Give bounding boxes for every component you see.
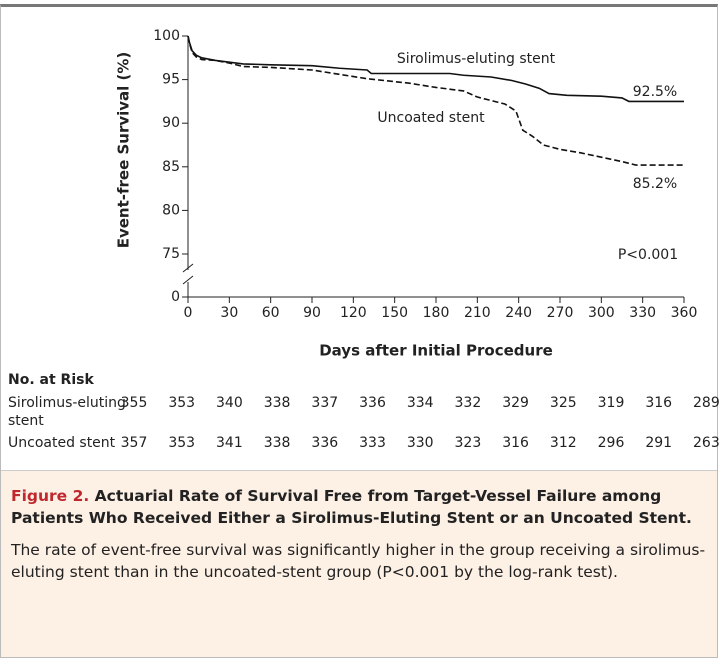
risk-count: 336 — [311, 435, 339, 451]
x-tick-label: 30 — [220, 305, 238, 321]
annotation: 92.5% — [633, 84, 677, 100]
x-tick-label: 360 — [671, 305, 698, 321]
x-tick-label: 300 — [588, 305, 615, 321]
risk-count: 338 — [263, 395, 291, 411]
y-tick-label: 85 — [162, 159, 180, 175]
risk-count: 336 — [359, 395, 386, 411]
risk-count: 319 — [597, 395, 625, 411]
survival-curve — [187, 35, 684, 166]
x-tick-label: 150 — [381, 305, 408, 321]
risk-count: 291 — [645, 435, 673, 451]
risk-count: 263 — [693, 435, 720, 451]
caption-title-block: Figure 2. Actuarial Rate of Survival Fre… — [11, 485, 707, 529]
risk-row-label: Uncoated stent — [8, 435, 116, 451]
risk-count: 340 — [216, 395, 243, 411]
chart: Event-free Survival (%) Days after Initi… — [115, 28, 698, 360]
series-label: Sirolimus-eluting stent — [397, 51, 556, 67]
risk-count: 333 — [359, 435, 386, 451]
x-axis-label: Days after Initial Procedure — [319, 342, 553, 360]
x-tick-label: 210 — [464, 305, 491, 321]
risk-count: 353 — [168, 395, 196, 411]
x-tick-label: 90 — [303, 305, 321, 321]
x-tick-label: 240 — [505, 305, 532, 321]
risk-count: 337 — [311, 395, 339, 411]
x-tick-label: 180 — [423, 305, 450, 321]
figure-label: Figure 2. — [11, 487, 90, 505]
risk-count: 338 — [263, 435, 291, 451]
axis-break — [182, 263, 194, 273]
caption-text: The rate of event-free survival was sign… — [11, 541, 706, 581]
annotation: 85.2% — [633, 176, 677, 192]
caption: Figure 2. Actuarial Rate of Survival Fre… — [1, 470, 717, 657]
risk-count: 355 — [120, 395, 148, 411]
risk-count: 325 — [549, 395, 577, 411]
y-axis-label: Event-free Survival (%) — [115, 52, 133, 249]
frame — [0, 4, 718, 658]
risk-count: 316 — [502, 435, 529, 451]
risk-count: 330 — [406, 435, 434, 451]
risk-title: No. at Risk — [8, 372, 94, 388]
series-label: Uncoated stent — [377, 110, 485, 126]
risk-count: 312 — [549, 435, 577, 451]
risk-count: 323 — [454, 435, 482, 451]
y-tick-label: 95 — [162, 72, 180, 88]
risk-count: 316 — [645, 395, 673, 411]
axis-break — [182, 275, 194, 285]
x-tick-label: 0 — [184, 305, 193, 321]
y-tick-label: 80 — [162, 202, 180, 218]
figure-title: Actuarial Rate of Survival Free from Tar… — [11, 487, 692, 527]
x-tick-label: 60 — [262, 305, 280, 321]
y-tick-label: 100 — [153, 28, 180, 44]
risk-count: 353 — [168, 435, 196, 451]
survival-curve — [187, 35, 684, 103]
annotation: P<0.001 — [618, 247, 678, 263]
risk-count: 289 — [693, 395, 720, 411]
risk-count: 329 — [502, 395, 529, 411]
risk-count: 296 — [597, 435, 625, 451]
x-tick-label: 330 — [629, 305, 656, 321]
risk-count: 357 — [120, 435, 148, 451]
risk-count: 341 — [216, 435, 243, 451]
risk-count: 332 — [454, 395, 482, 411]
y-tick-label: 75 — [162, 246, 180, 262]
risk-row-label: Sirolimus-eluting stent — [8, 395, 126, 429]
y-tick-label: 0 — [171, 289, 180, 305]
x-tick-label: 120 — [340, 305, 367, 321]
risk-count: 334 — [406, 395, 434, 411]
y-tick-label: 90 — [162, 115, 180, 131]
x-tick-label: 270 — [547, 305, 574, 321]
